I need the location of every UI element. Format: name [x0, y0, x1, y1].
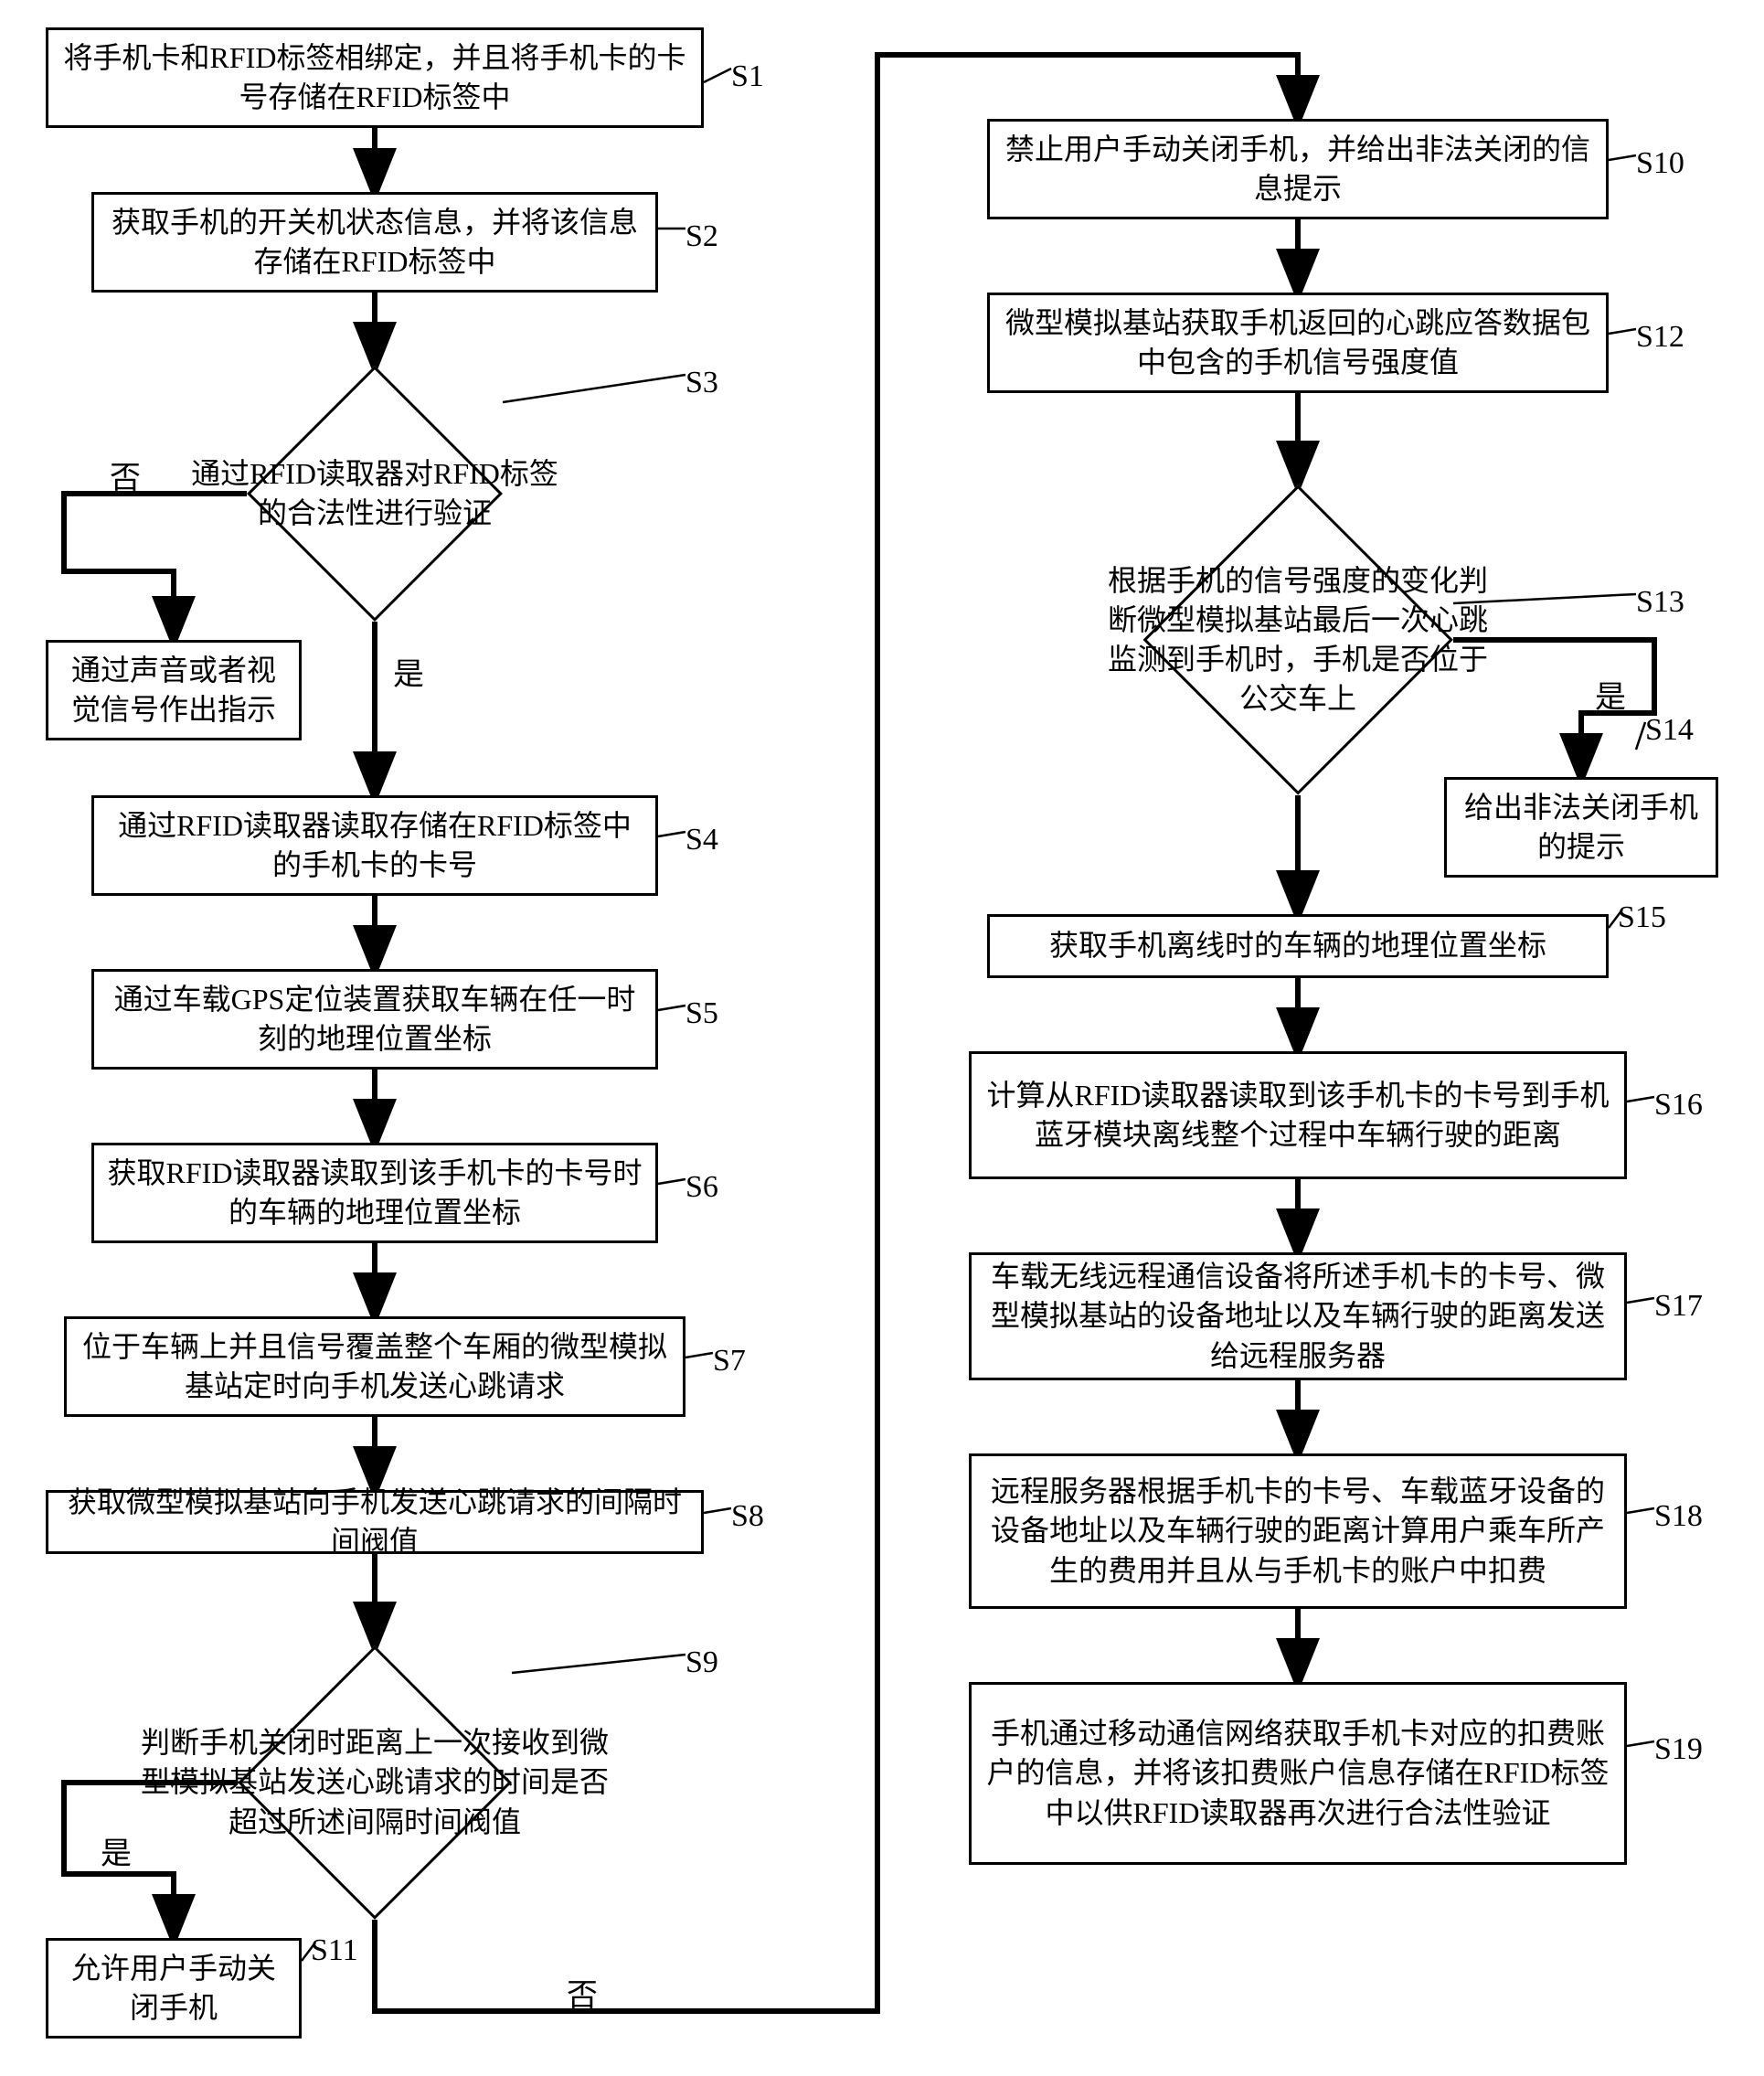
- leader-s17: [1627, 1298, 1654, 1303]
- flowchart-decision-s9: 判断手机关闭时距离上一次接收到微型模拟基站发送心跳请求的时间是否超过所述间隔时间…: [238, 1645, 512, 1920]
- flowchart-node-s19: 手机通过移动通信网络获取手机卡对应的扣费账户的信息，并将该扣费账户信息存储在RF…: [969, 1682, 1627, 1865]
- edge-label-s13-s14: 是: [1595, 672, 1626, 717]
- leader-s4: [658, 832, 685, 836]
- leader-s19: [1627, 1741, 1654, 1746]
- step-label-s6: S6: [685, 1170, 718, 1205]
- step-label-s8: S8: [731, 1499, 764, 1534]
- edge-label-s3-s4: 是: [393, 649, 424, 694]
- flowchart-node-s15: 获取手机离线时的车辆的地理位置坐标: [987, 914, 1609, 978]
- flowchart-node-s1: 将手机卡和RFID标签相绑定，并且将手机卡的卡号存储在RFID标签中: [46, 27, 704, 128]
- leader-s8: [704, 1508, 731, 1513]
- flowchart-node-s11: 允许用户手动关闭手机: [46, 1938, 302, 2039]
- leader-s5: [658, 1006, 685, 1010]
- step-label-s19: S19: [1654, 1732, 1703, 1767]
- flowchart-decision-text-s9: 判断手机关闭时距离上一次接收到微型模拟基站发送心跳请求的时间是否超过所述间隔时间…: [119, 1645, 631, 1920]
- flowchart-node-s7: 位于车辆上并且信号覆盖整个车厢的微型模拟基站定时向手机发送心跳请求: [64, 1316, 685, 1417]
- flowchart-node-s6: 获取RFID读取器读取到该手机卡的卡号时的车辆的地理位置坐标: [91, 1143, 658, 1243]
- flowchart-node-s4: 通过RFID读取器读取存储在RFID标签中的手机卡的卡号: [91, 795, 658, 896]
- leader-s6: [658, 1179, 685, 1184]
- step-label-s17: S17: [1654, 1289, 1703, 1324]
- flowchart-node-s3no: 通过声音或者视觉信号作出指示: [46, 640, 302, 740]
- flowchart-node-s12: 微型模拟基站获取手机返回的心跳应答数据包中包含的手机信号强度值: [987, 293, 1609, 393]
- step-label-s1: S1: [731, 59, 764, 94]
- leader-s18: [1627, 1508, 1654, 1513]
- step-label-s16: S16: [1654, 1088, 1703, 1123]
- step-label-s7: S7: [713, 1344, 746, 1379]
- flowchart-node-s16: 计算从RFID读取器读取到该手机卡的卡号到手机蓝牙模块离线整个过程中车辆行驶的距…: [969, 1051, 1627, 1179]
- flowchart-decision-s3: 通过RFID读取器对RFID标签的合法性进行验证: [247, 366, 503, 622]
- step-label-s3: S3: [685, 366, 718, 400]
- flowchart-decision-s13: 根据手机的信号强度的变化判断微型模拟基站最后一次心跳监测到手机时，手机是否位于公…: [1142, 484, 1453, 795]
- step-label-s5: S5: [685, 996, 718, 1031]
- flowchart-node-s10: 禁止用户手动关闭手机，并给出非法关闭的信息提示: [987, 119, 1609, 219]
- step-label-s18: S18: [1654, 1499, 1703, 1534]
- edge-label-s3-s3no: 否: [110, 452, 141, 497]
- step-label-s9: S9: [685, 1645, 718, 1680]
- step-label-s4: S4: [685, 823, 718, 857]
- step-label-s2: S2: [685, 219, 718, 254]
- flowchart-node-s5: 通过车载GPS定位装置获取车辆在任一时刻的地理位置坐标: [91, 969, 658, 1070]
- flowchart-node-s2: 获取手机的开关机状态信息，并将该信息存储在RFID标签中: [91, 192, 658, 293]
- edge-label-s9-s10: 否: [567, 1970, 598, 2015]
- step-label-s14: S14: [1645, 713, 1694, 748]
- flowchart-decision-text-s13: 根据手机的信号强度的变化判断微型模拟基站最后一次心跳监测到手机时，手机是否位于公…: [1088, 484, 1508, 795]
- step-label-s13: S13: [1636, 585, 1684, 620]
- step-label-s15: S15: [1618, 900, 1666, 935]
- leader-s7: [685, 1353, 713, 1357]
- flowchart-decision-text-s3: 通过RFID读取器对RFID标签的合法性进行验证: [165, 366, 585, 622]
- leader-s16: [1627, 1097, 1654, 1102]
- flowchart-node-s8: 获取微型模拟基站向手机发送心跳请求的间隔时间阀值: [46, 1490, 704, 1554]
- leader-s1: [704, 69, 731, 82]
- step-label-s11: S11: [311, 1933, 358, 1968]
- step-label-s10: S10: [1636, 146, 1684, 181]
- flowchart-node-s18: 远程服务器根据手机卡的卡号、车载蓝牙设备的设备地址以及车辆行驶的距离计算用户乘车…: [969, 1453, 1627, 1609]
- leader-s10: [1609, 155, 1636, 160]
- leader-s14: [1636, 722, 1645, 750]
- leader-s12: [1609, 329, 1636, 334]
- step-label-s12: S12: [1636, 320, 1684, 355]
- flowchart-node-s17: 车载无线远程通信设备将所述手机卡的卡号、微型模拟基站的设备地址以及车辆行驶的距离…: [969, 1252, 1627, 1380]
